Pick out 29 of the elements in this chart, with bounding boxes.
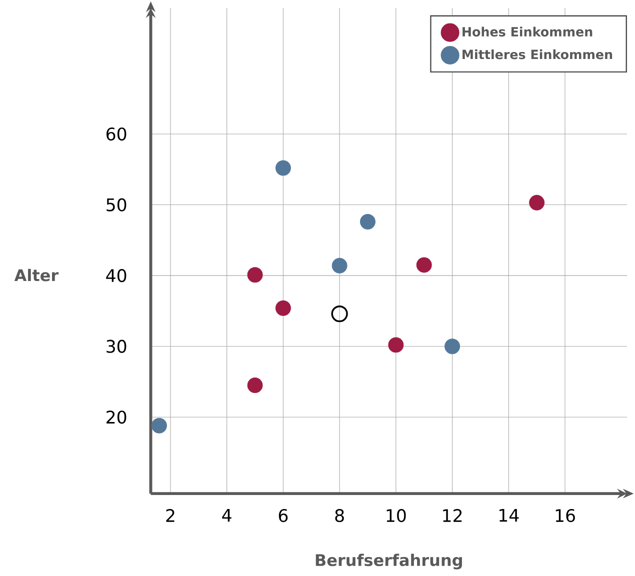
point: [529, 194, 545, 210]
point: [151, 418, 167, 434]
x-tick-label: 16: [556, 508, 575, 522]
y-tick-label: 20: [106, 410, 126, 424]
point: [444, 338, 460, 354]
point: [360, 214, 376, 230]
x-tick-label: 8: [335, 508, 344, 522]
y-tick-label: 30: [106, 340, 126, 353]
y-axis-title: Alter: [14, 268, 59, 282]
point: [388, 337, 404, 353]
point: [331, 305, 348, 322]
y-tick-label: 40: [106, 268, 126, 282]
x-tick-label: 12: [443, 508, 462, 522]
point: [275, 300, 291, 316]
point: [332, 258, 348, 274]
legend-label: Mittleres Einkommen: [462, 49, 612, 60]
x-tick-label: 6: [278, 508, 288, 522]
x-tick-label: 4: [222, 508, 232, 522]
x-tick-label: 2: [166, 508, 174, 522]
legend-label: Hohes Einkommen: [462, 26, 592, 36]
point: [275, 160, 291, 176]
y-tick-label: 60: [106, 127, 126, 140]
point: [247, 266, 263, 282]
y-tick-label: 50: [106, 198, 126, 212]
point: [247, 377, 263, 393]
x-tick-label: 10: [386, 508, 406, 522]
x-axis-title: Berufserfahrung: [316, 554, 462, 570]
point: [416, 257, 432, 273]
x-tick-label: 14: [500, 508, 519, 522]
